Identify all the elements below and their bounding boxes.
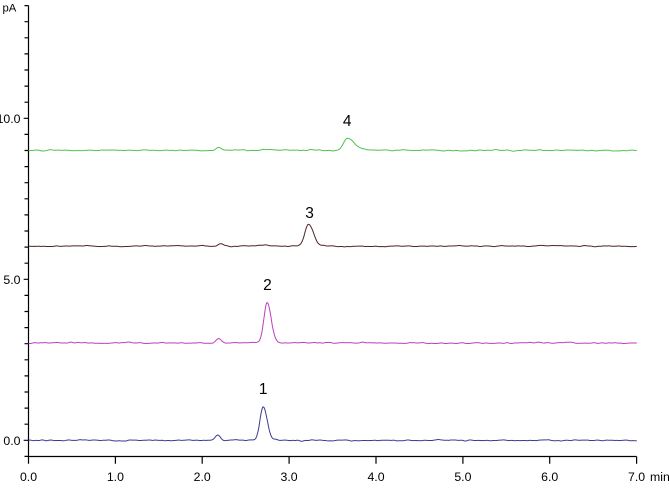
svg-text:4.0: 4.0 bbox=[367, 470, 384, 483]
svg-text:10.0: 10.0 bbox=[0, 112, 21, 126]
svg-text:1: 1 bbox=[259, 381, 268, 398]
svg-text:2: 2 bbox=[263, 277, 272, 294]
svg-text:5.0: 5.0 bbox=[454, 470, 471, 483]
svg-text:3.0: 3.0 bbox=[281, 470, 298, 483]
svg-text:pA: pA bbox=[3, 2, 17, 14]
svg-text:4: 4 bbox=[343, 113, 352, 130]
svg-text:2.0: 2.0 bbox=[194, 470, 211, 483]
svg-text:1.0: 1.0 bbox=[107, 470, 124, 483]
svg-text:0.0: 0.0 bbox=[20, 470, 37, 483]
svg-text:7.0: 7.0 bbox=[628, 470, 645, 483]
svg-text:0.0: 0.0 bbox=[3, 434, 20, 448]
svg-text:5.0: 5.0 bbox=[3, 273, 20, 287]
svg-text:6.0: 6.0 bbox=[541, 470, 558, 483]
svg-text:min: min bbox=[650, 470, 669, 483]
svg-text:3: 3 bbox=[305, 205, 314, 222]
